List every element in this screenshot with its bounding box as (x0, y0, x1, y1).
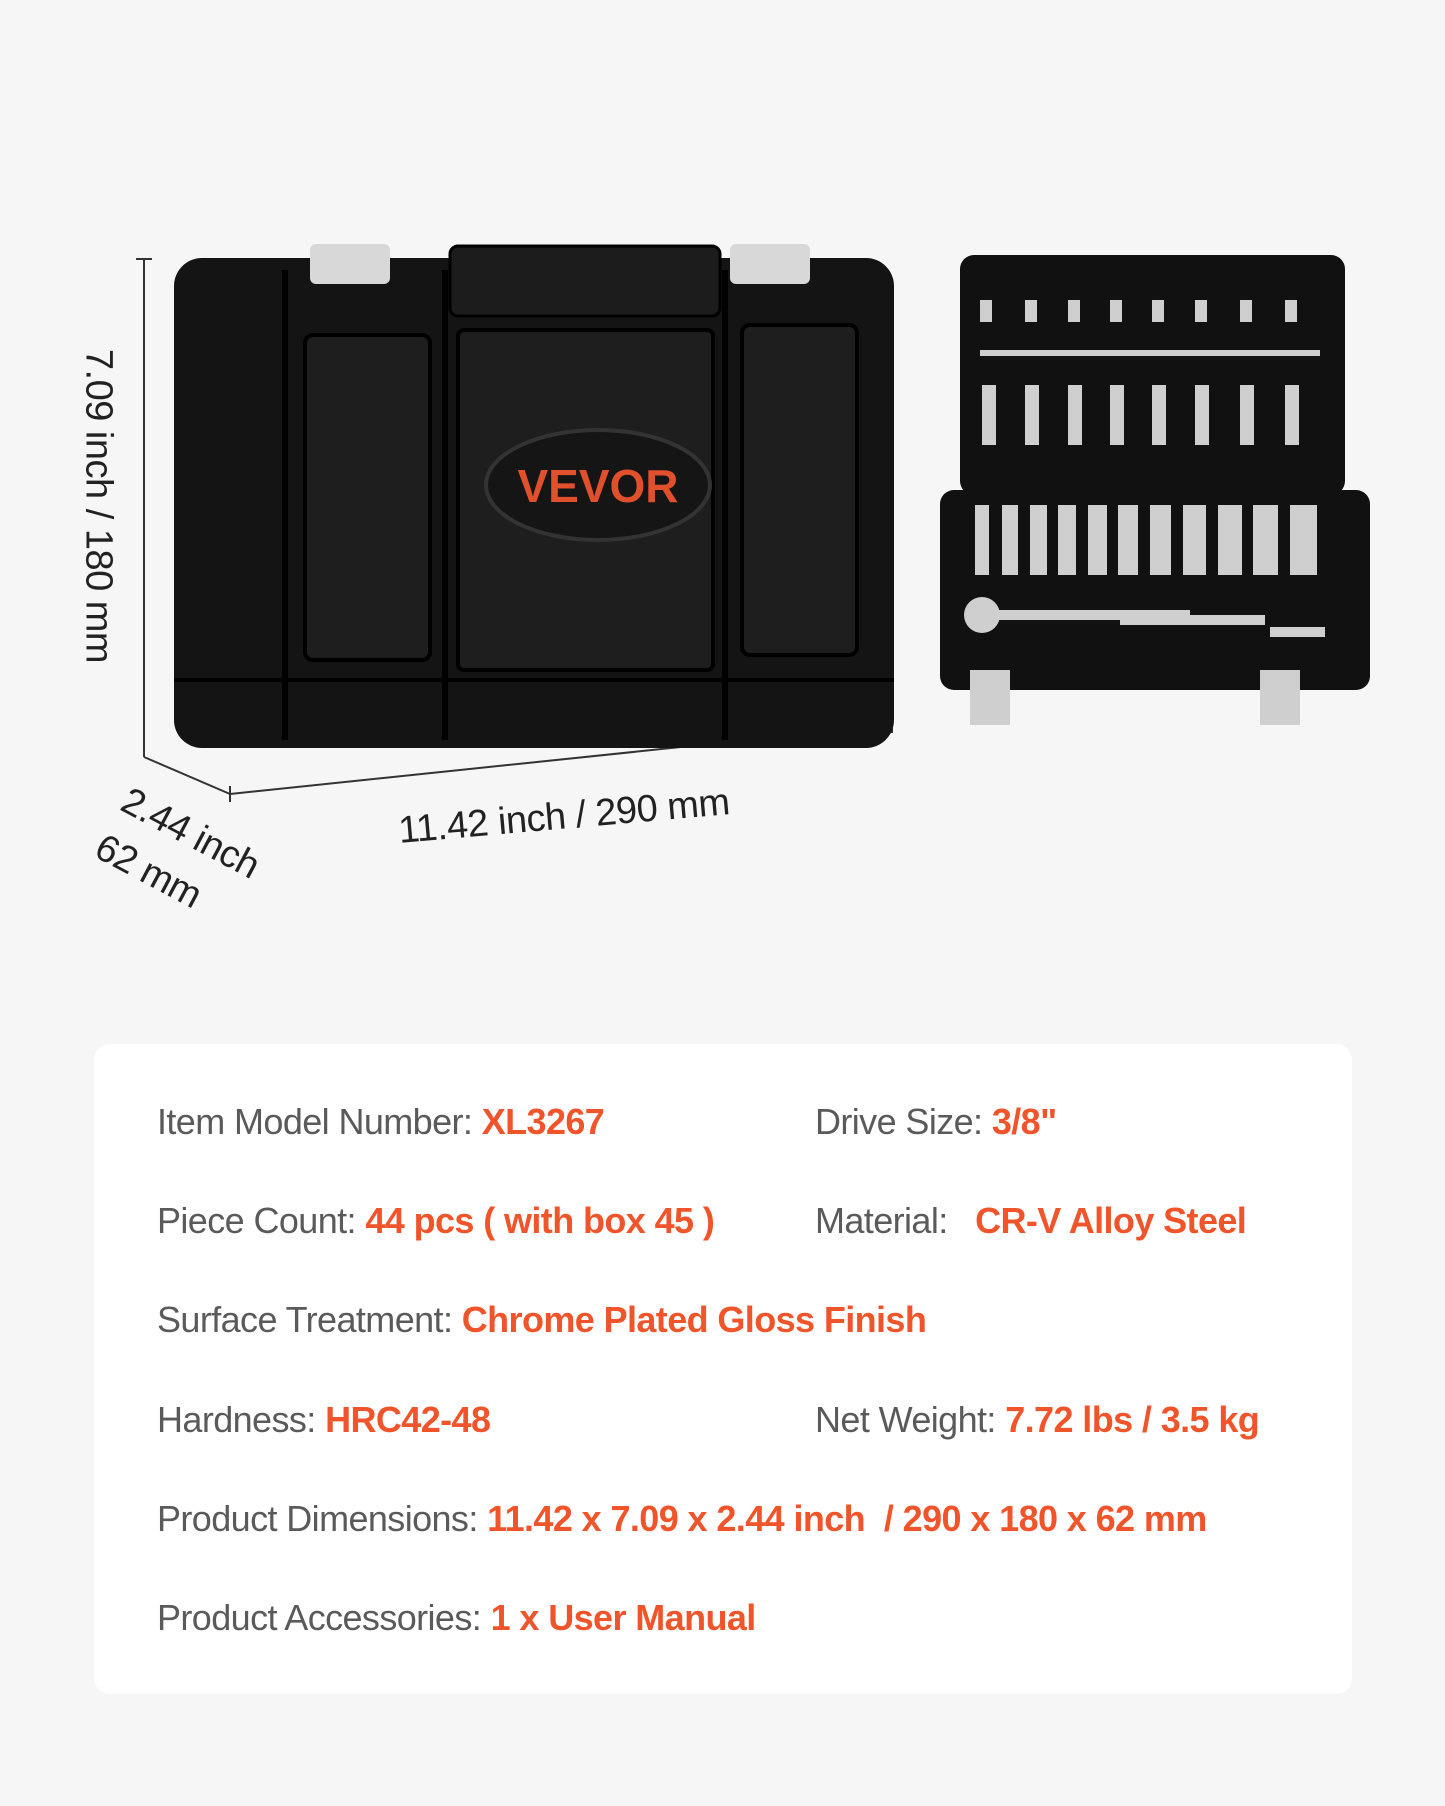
spec-material: Material: CR-V Alloy Steel (815, 1200, 1247, 1241)
spec-hardness: Hardness: HRC42-48 (157, 1399, 491, 1440)
spec-label: Piece Count: (157, 1200, 357, 1241)
spec-product-dimensions: Product Dimensions: 11.42 x 7.09 x 2.44 … (157, 1499, 1207, 1539)
spec-value: 11.42 x 7.09 x 2.44 inch / 290 x 180 x 6… (487, 1498, 1207, 1539)
spec-surface-treatment: Surface Treatment: Chrome Plated Gloss F… (157, 1299, 927, 1340)
spec-value: HRC42-48 (325, 1399, 491, 1440)
spec-product-accessories: Product Accessories: 1 x User Manual (157, 1598, 756, 1638)
spec-label: Product Dimensions: (157, 1498, 478, 1539)
spec-value: 44 pcs ( with box 45 ) (365, 1200, 715, 1241)
spec-value: CR-V Alloy Steel (975, 1200, 1247, 1241)
height-dimension-label: 7.09 inch / 180 mm (77, 348, 120, 664)
spec-drive-size: Drive Size: 3/8" (815, 1102, 1057, 1142)
spec-value: Chrome Plated Gloss Finish (461, 1299, 927, 1340)
open-case-image (940, 255, 1370, 725)
spec-label: Product Accessories: (157, 1597, 482, 1638)
vevor-logo: VEVOR (517, 460, 678, 512)
spec-net-weight: Net Weight: 7.72 lbs / 3.5 kg (815, 1399, 1260, 1440)
spec-label: Hardness: (157, 1399, 316, 1440)
spec-label: Item Model Number: (157, 1101, 473, 1142)
closed-case-image: VEVOR (174, 244, 894, 748)
spec-label: Net Weight: (815, 1399, 996, 1440)
specifications-card (94, 1044, 1352, 1694)
spec-label: Material: (815, 1200, 948, 1241)
spec-value: 7.72 lbs / 3.5 kg (1005, 1399, 1260, 1440)
spec-value: 1 x User Manual (490, 1597, 757, 1638)
spec-label: Surface Treatment: (157, 1299, 453, 1340)
spec-piece-count: Piece Count: 44 pcs ( with box 45 ) (157, 1200, 715, 1241)
spec-label: Drive Size: (815, 1101, 983, 1142)
spec-value: XL3267 (481, 1101, 605, 1142)
spec-value: 3/8" (991, 1101, 1057, 1142)
spec-item-model-number: Item Model Number: XL3267 (157, 1101, 605, 1142)
